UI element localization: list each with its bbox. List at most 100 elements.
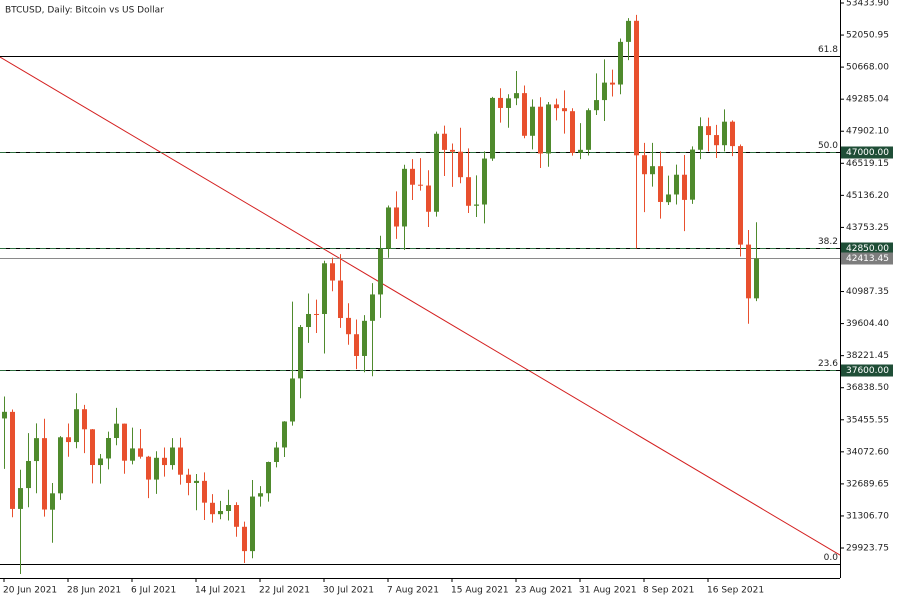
candle-body	[754, 258, 759, 299]
candle-body	[730, 121, 735, 147]
candle-body	[322, 263, 327, 315]
y-tick-label: 35455.55	[846, 415, 889, 425]
candle-body	[98, 458, 103, 466]
trendline	[0, 56, 841, 556]
x-tick-label: 23 Aug 2021	[515, 586, 573, 596]
fib-label: 38.2	[818, 237, 838, 247]
candle-body	[394, 207, 399, 227]
candle-body	[106, 438, 111, 459]
candle-body	[202, 480, 207, 503]
candle-body	[226, 505, 231, 512]
candle-body	[642, 155, 647, 175]
candle-body	[10, 411, 15, 509]
y-tick-label: 31306.70	[846, 511, 889, 521]
candle-body	[170, 447, 175, 466]
x-tick-label: 20 Jun 2021	[3, 586, 57, 596]
price-tag-label: 47000.00	[846, 148, 889, 158]
fib-label: 50.0	[818, 141, 838, 151]
candle-body	[194, 480, 199, 483]
candle-body	[314, 313, 319, 315]
candle-body	[82, 409, 87, 430]
y-tick-label: 29923.75	[846, 544, 889, 554]
candle-body	[306, 313, 311, 328]
candle-body	[698, 126, 703, 150]
candle-body	[58, 437, 63, 494]
candle-body	[26, 460, 31, 489]
price-tag-label: 42850.00	[846, 244, 889, 254]
candle-body	[354, 334, 359, 356]
fib-label: 23.6	[818, 359, 838, 369]
x-tick-label: 30 Jul 2021	[323, 586, 374, 596]
candle-body	[442, 133, 447, 150]
candle-body	[66, 437, 71, 443]
candle-body	[210, 502, 215, 515]
candle-body	[114, 423, 119, 439]
x-tick-label: 14 Jul 2021	[195, 586, 246, 596]
candle-body	[42, 438, 47, 510]
candle-body	[298, 327, 303, 379]
x-tick-label: 22 Jul 2021	[259, 586, 310, 596]
candle-body	[330, 263, 335, 281]
current-price-label: 42413.45	[846, 254, 889, 264]
candle-body	[34, 438, 39, 462]
candle-body	[738, 146, 743, 245]
candle-body	[178, 447, 183, 475]
candle-body	[578, 149, 583, 153]
candle-body	[290, 378, 295, 422]
candle-body	[682, 174, 687, 200]
candle-body	[546, 104, 551, 154]
candle-body	[658, 166, 663, 202]
candle-body	[426, 185, 431, 212]
candle-body	[506, 98, 511, 108]
candle-body	[562, 108, 567, 112]
candle-body	[154, 457, 159, 480]
y-tick-label: 36838.50	[846, 383, 889, 393]
candle-body	[530, 106, 535, 136]
candle-body	[122, 423, 127, 461]
candle-body	[186, 474, 191, 483]
candle-body	[602, 82, 607, 101]
candle-body	[146, 456, 151, 480]
candle-body	[402, 168, 407, 227]
candle-body	[522, 93, 527, 136]
candle-body	[466, 177, 471, 206]
candle-body	[610, 82, 615, 85]
y-tick-label: 53433.90	[846, 0, 889, 8]
candle-body	[74, 409, 79, 443]
y-tick-label: 40987.35	[846, 287, 889, 297]
candle-body	[714, 135, 719, 146]
candle-body	[258, 493, 263, 497]
price-tag	[841, 364, 893, 377]
y-tick-label: 49285.04	[846, 95, 889, 105]
y-tick-label: 39604.40	[846, 319, 889, 329]
candle-body	[90, 429, 95, 466]
price-tag	[841, 242, 893, 255]
y-tick-label: 34072.60	[846, 447, 889, 457]
y-tick-label: 46519.15	[846, 159, 889, 169]
candle-body	[450, 149, 455, 152]
candle-body	[474, 204, 479, 206]
candle-body	[594, 100, 599, 111]
candle-body	[722, 121, 727, 146]
candle-body	[690, 149, 695, 200]
candle-body	[418, 184, 423, 186]
candle-body	[378, 248, 383, 295]
price-tag	[841, 146, 893, 159]
candle-body	[338, 280, 343, 319]
candle-body	[634, 20, 639, 156]
x-tick-label: 7 Aug 2021	[387, 586, 439, 596]
candle-body	[274, 447, 279, 462]
candle-body	[234, 505, 239, 527]
x-tick-label: 28 Jun 2021	[67, 586, 121, 596]
x-tick-label: 6 Jul 2021	[131, 586, 176, 596]
candle-body	[2, 411, 7, 419]
candle-body	[538, 106, 543, 154]
candle-body	[674, 174, 679, 195]
y-tick-label: 45136.20	[846, 191, 889, 201]
chart-title: BTCUSD, Daily: Bitcoin vs US Dollar	[5, 6, 164, 16]
y-tick-label: 47902.10	[846, 127, 889, 137]
candle-body	[18, 488, 23, 509]
candle-body	[490, 97, 495, 159]
candle-body	[746, 244, 751, 299]
candle-body	[666, 194, 671, 203]
